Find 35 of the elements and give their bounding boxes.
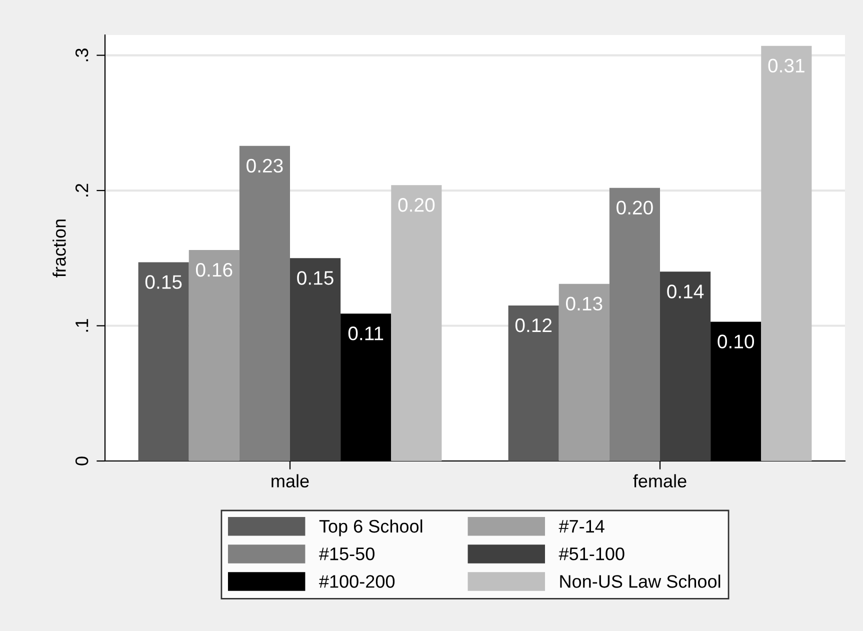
y-tick-label: 0 [75,456,88,466]
y-tick-label: .1 [76,319,88,332]
bar [609,188,660,461]
data-label: 0.23 [246,158,283,173]
legend-label: #15-50 [319,548,374,560]
y-axis-title: fraction [52,220,66,278]
data-label: 0.14 [667,284,704,298]
data-label: 0.11 [348,326,384,340]
data-label: 0.13 [566,296,602,311]
bar [138,262,189,461]
legend-label: #100-200 [319,575,395,588]
y-tick-label: .2 [75,184,88,196]
bar [188,250,240,461]
x-tick-label: male [272,474,309,488]
bar [391,185,442,461]
bar [761,46,812,461]
data-label: 0.31 [768,58,804,73]
data-label: 0.16 [196,262,232,277]
bar [508,305,559,461]
data-label: 0.10 [718,334,754,348]
data-label: 0.12 [515,318,552,332]
bar [290,258,341,461]
legend-label: Non-US Law School [560,574,720,588]
x-tick-label: female [633,474,686,488]
bar [660,272,711,461]
data-label: 0.15 [297,271,334,285]
legend-label: Top 6 School [319,519,422,536]
data-label: 0.15 [145,275,182,289]
data-label: 0.20 [398,198,435,212]
bar [558,284,610,461]
legend-label: #51-100 [558,548,624,560]
y-tick-label: .3 [75,48,88,62]
data-label: 0.20 [616,200,653,215]
legend-label: #7-14 [558,520,604,533]
bar [239,146,290,461]
